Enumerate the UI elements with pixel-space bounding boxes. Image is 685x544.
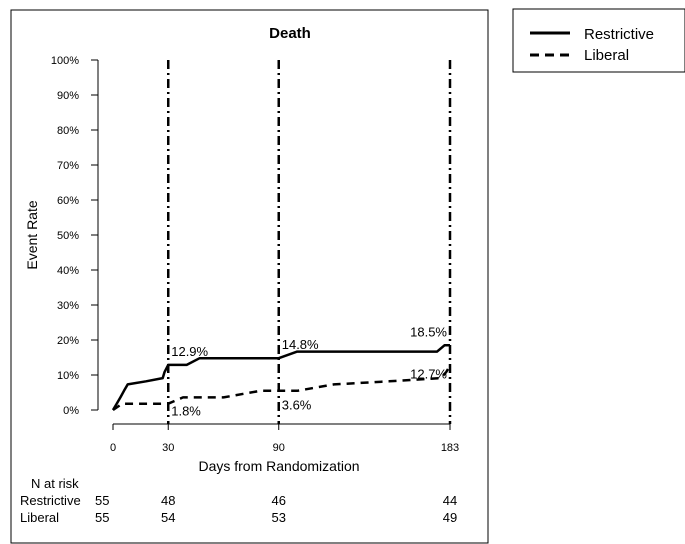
x-tick-label: 183 [441,442,459,454]
risk-row-label-restrictive: Restrictive [20,493,81,508]
legend-label-liberal: Liberal [584,47,629,64]
legend: Restrictive Liberal [530,26,654,64]
y-tick-label: 40% [57,265,79,277]
risk-table-header: N at risk [31,476,79,491]
y-tick-label: 30% [57,300,79,312]
risk-value-restrictive: 48 [161,493,175,508]
annotations-layer: 12.9% 14.8% 18.5% 1.8% 3.6% 12.7% [171,324,447,418]
series-line-liberal [112,364,452,412]
y-tick-label: 50% [57,230,79,242]
legend-box [512,8,685,73]
x-axis-title: Days from Randomization [198,458,359,474]
risk-value-liberal: 55 [95,510,109,525]
x-tick-label: 0 [110,442,116,454]
x-tick-label: 30 [162,442,174,454]
y-tick-label: 90% [57,90,79,102]
plot-panel-frame [10,9,489,544]
series-line-restrictive [111,344,450,411]
annotation-restrictive: 14.8% [282,337,319,352]
risk-value-restrictive: 46 [272,493,286,508]
risk-value-liberal: 54 [161,510,175,525]
legend-label-restrictive: Restrictive [584,26,654,43]
y-tick-label: 80% [57,125,79,137]
risk-value-restrictive: 55 [95,493,109,508]
risk-value-liberal: 53 [272,510,286,525]
x-tick-label: 90 [273,442,285,454]
y-tick-label: 0% [63,405,79,417]
y-axis-title: Event Rate [24,200,40,269]
annotation-liberal: 1.8% [171,404,201,419]
annotation-restrictive: 12.9% [171,344,208,359]
x-axis-ticks: 0 30 90 183 [110,424,459,454]
risk-values: 55 48 46 44 55 54 53 49 [95,493,457,525]
series-layer [111,344,452,412]
annotation-restrictive: 18.5% [410,324,447,339]
y-tick-label: 70% [57,160,79,172]
y-tick-label: 60% [57,195,79,207]
risk-row-label-liberal: Liberal [20,510,59,525]
y-axis-ticks: 0% 10% 20% 30% 40% 50% 60% 70% 80% 90% 100% [51,55,98,417]
annotation-liberal: 12.7% [410,367,447,382]
y-tick-label: 10% [57,370,79,382]
chart-title: Death [269,25,311,42]
risk-table: N at risk Restrictive Liberal 55 48 46 4455… [20,476,457,525]
risk-value-liberal: 49 [443,510,457,525]
y-tick-label: 100% [51,55,79,67]
risk-value-restrictive: 44 [443,493,457,508]
reference-lines [166,60,452,424]
y-tick-label: 20% [57,335,79,347]
annotation-liberal: 3.6% [282,397,312,412]
